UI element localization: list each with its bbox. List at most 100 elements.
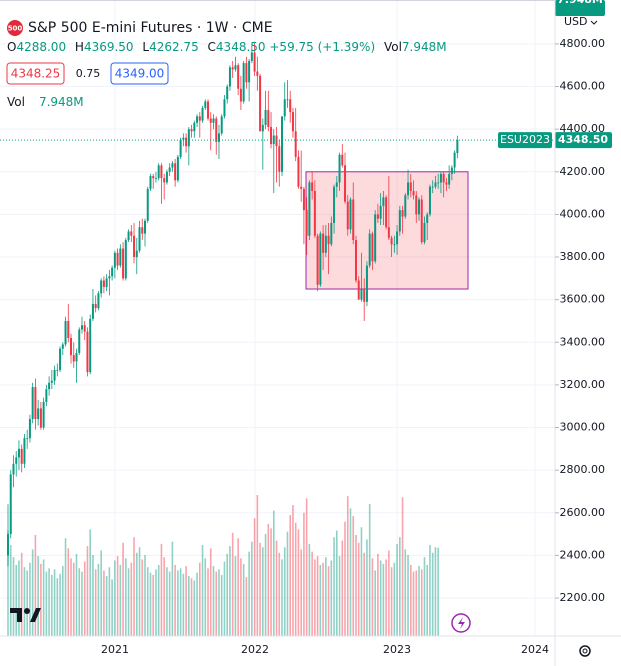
volume-bar [418, 566, 420, 636]
volume-bar [330, 560, 333, 636]
candle-body [327, 235, 330, 245]
candle-body [72, 355, 75, 362]
volume-bar [275, 540, 278, 636]
legend-key: C [208, 40, 216, 54]
candle-body [253, 52, 256, 72]
candle-body [281, 116, 283, 172]
candle-body [105, 278, 108, 287]
volume-bar [31, 549, 34, 636]
volume-bar [119, 564, 122, 636]
volume-bar [338, 556, 341, 636]
volume-bar [138, 547, 141, 636]
currency[interactable]: USD [564, 15, 588, 28]
volume-bar [18, 560, 20, 636]
volume-bar [48, 568, 50, 636]
candle-body [53, 370, 56, 381]
candle-body [141, 227, 144, 234]
volume-bar [259, 542, 261, 636]
volume-bar [53, 569, 56, 636]
candle-body [382, 197, 385, 206]
volume-bar [248, 551, 250, 636]
candle-body [111, 267, 114, 277]
volume-bar [100, 550, 102, 636]
candle-body [204, 101, 207, 108]
chart-title[interactable]: S&P 500 E-mini Futures · 1W · CME [28, 20, 273, 36]
symbol-tag-text: ESU2023 [500, 133, 550, 146]
volume-bar [108, 567, 111, 636]
candle-body [215, 118, 218, 142]
volume-bar [78, 568, 81, 636]
candle-body [228, 67, 231, 87]
candle-body [7, 534, 9, 556]
volume-bar [37, 556, 39, 636]
legend-value: 4262.75 [149, 40, 199, 54]
currency-caret [590, 20, 598, 25]
candle-body [102, 280, 105, 287]
bid-price[interactable]: 4348.25 [11, 67, 61, 81]
volume-bar [371, 558, 374, 636]
volume-bar [144, 554, 146, 636]
candle-body [445, 182, 448, 185]
buy-button[interactable] [110, 62, 169, 85]
candle-body [207, 101, 210, 119]
volume-tag-text: 7.948M [557, 0, 603, 6]
replay-button[interactable] [451, 613, 471, 633]
volume-bar [67, 548, 70, 636]
volume-bar [325, 557, 327, 636]
candle-body [264, 109, 267, 125]
candle-body [223, 99, 226, 117]
volume-bar [366, 539, 368, 636]
candle-body [61, 344, 64, 349]
candle-body [179, 139, 182, 157]
logo-text: 500 [8, 25, 23, 33]
volume-bar [245, 577, 248, 636]
volume-bar [292, 505, 294, 636]
sell-button[interactable] [6, 62, 65, 85]
volume-bar [83, 561, 86, 636]
volume-bar [160, 543, 163, 636]
settings-button[interactable] [579, 645, 591, 657]
candle-body [75, 352, 78, 362]
candle-body [412, 190, 415, 196]
candle-body [275, 135, 278, 147]
candle-body [168, 167, 171, 172]
candle-body [94, 303, 97, 309]
y-tick-label: 4400.00 [560, 122, 606, 135]
candle-body [390, 237, 393, 245]
candle-body [302, 188, 305, 211]
ask-price[interactable]: 4349.00 [115, 67, 165, 81]
volume-bar [344, 521, 346, 636]
candle-body [15, 457, 18, 464]
y-tick-label: 3400.00 [560, 335, 606, 348]
volume-bar [388, 550, 390, 636]
candle-body [428, 186, 431, 215]
volume-bar [382, 563, 385, 636]
volume-bar [130, 562, 133, 636]
y-tick-label: 3600.00 [560, 293, 606, 306]
volume-bar [75, 553, 78, 636]
volume-bar [223, 561, 226, 636]
candle-body [119, 248, 122, 266]
candle-body [124, 239, 127, 279]
legend-key: H [75, 40, 84, 54]
candle-body [245, 63, 248, 83]
volume-bar [70, 558, 72, 636]
volume-bar [426, 564, 429, 636]
candle-body [59, 348, 62, 371]
candle-body [45, 389, 48, 402]
volume-bar [294, 522, 297, 636]
volume-bar [188, 576, 190, 636]
candle-body [83, 325, 86, 332]
volume-bar [431, 552, 434, 636]
candle-body [149, 176, 152, 189]
volume-bar [141, 559, 144, 636]
candle-body [250, 52, 253, 61]
y-tick-label: 2400.00 [560, 548, 606, 561]
candle-body [231, 67, 234, 70]
y-tick-label: 3000.00 [560, 421, 606, 434]
legend-value: 7.948M [39, 95, 84, 109]
volume-bar [341, 540, 344, 636]
candle-body [234, 65, 237, 70]
candle-body [226, 86, 229, 100]
candles [7, 41, 459, 567]
